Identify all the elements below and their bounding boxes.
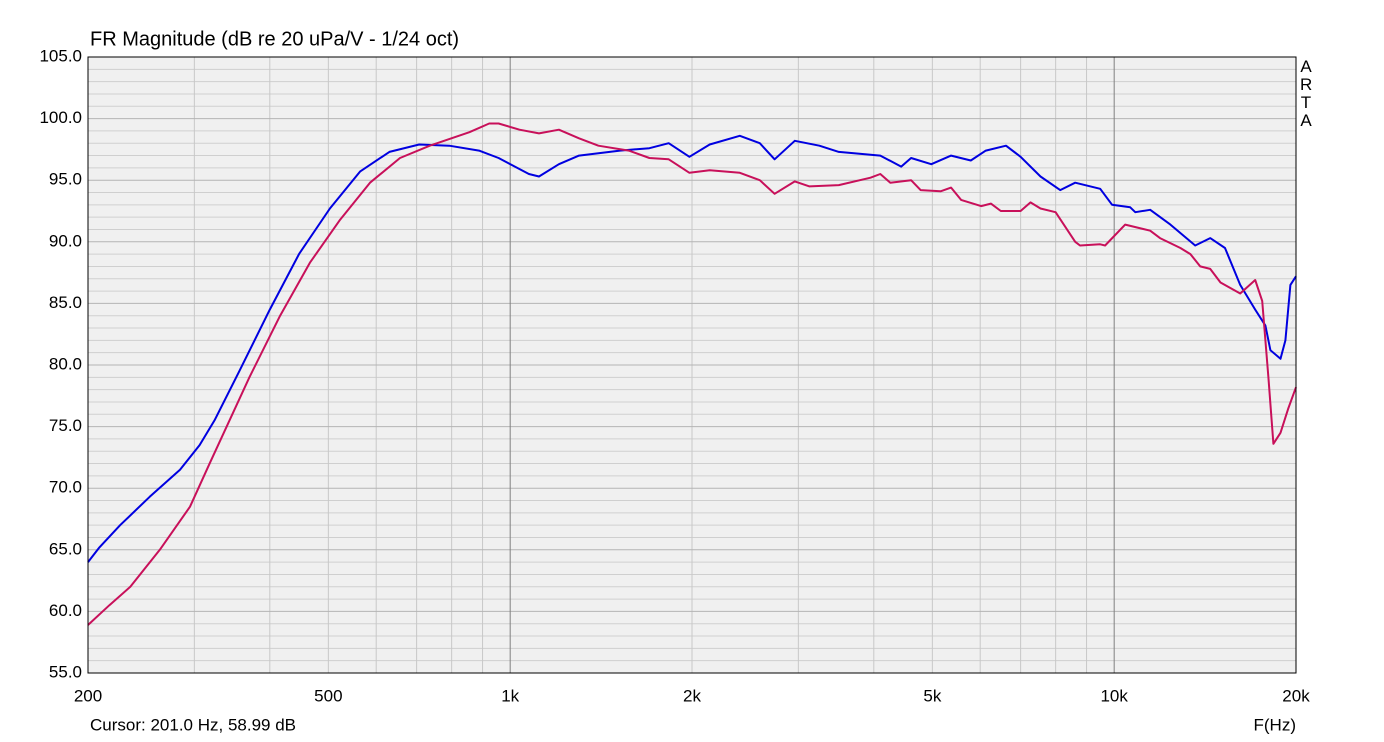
- x-tick-label: 2k: [683, 686, 701, 705]
- x-tick-label: 500: [314, 686, 342, 705]
- brand: ARTA: [1300, 57, 1313, 130]
- x-tick-label: 5k: [923, 686, 941, 705]
- plot-frame: [87, 56, 1297, 674]
- chart-title: FR Magnitude (dB re 20 uPa/V - 1/24 oct): [90, 28, 459, 50]
- x-tick-label: 20k: [1282, 686, 1310, 705]
- y-tick-label: 60.0: [49, 601, 82, 620]
- x-tick-label: 1k: [501, 686, 519, 705]
- y-tick-label: 75.0: [49, 416, 82, 435]
- y-tick-label: 90.0: [49, 231, 82, 250]
- x-tick-label: 10k: [1100, 686, 1128, 705]
- y-tick-label: 65.0: [49, 539, 82, 558]
- y-tick-label: 105.0: [39, 46, 82, 65]
- cursor-readout: Cursor: 201.0 Hz, 58.99 dB: [90, 715, 296, 734]
- y-tick-label: 70.0: [49, 478, 82, 497]
- series-line: [87, 122, 1297, 626]
- y-tick-label: 80.0: [49, 354, 82, 373]
- y-tick-label: 55.0: [49, 662, 82, 681]
- series-line: [87, 134, 1297, 563]
- grid: [88, 56, 1296, 674]
- y-tick-label: 85.0: [49, 293, 82, 312]
- y-tick-label: 95.0: [49, 170, 82, 189]
- x-axis-label: F(Hz): [1254, 715, 1296, 734]
- y-tick-label: 100.0: [39, 108, 82, 127]
- x-tick-label: 200: [74, 686, 102, 705]
- lines: [87, 122, 1297, 626]
